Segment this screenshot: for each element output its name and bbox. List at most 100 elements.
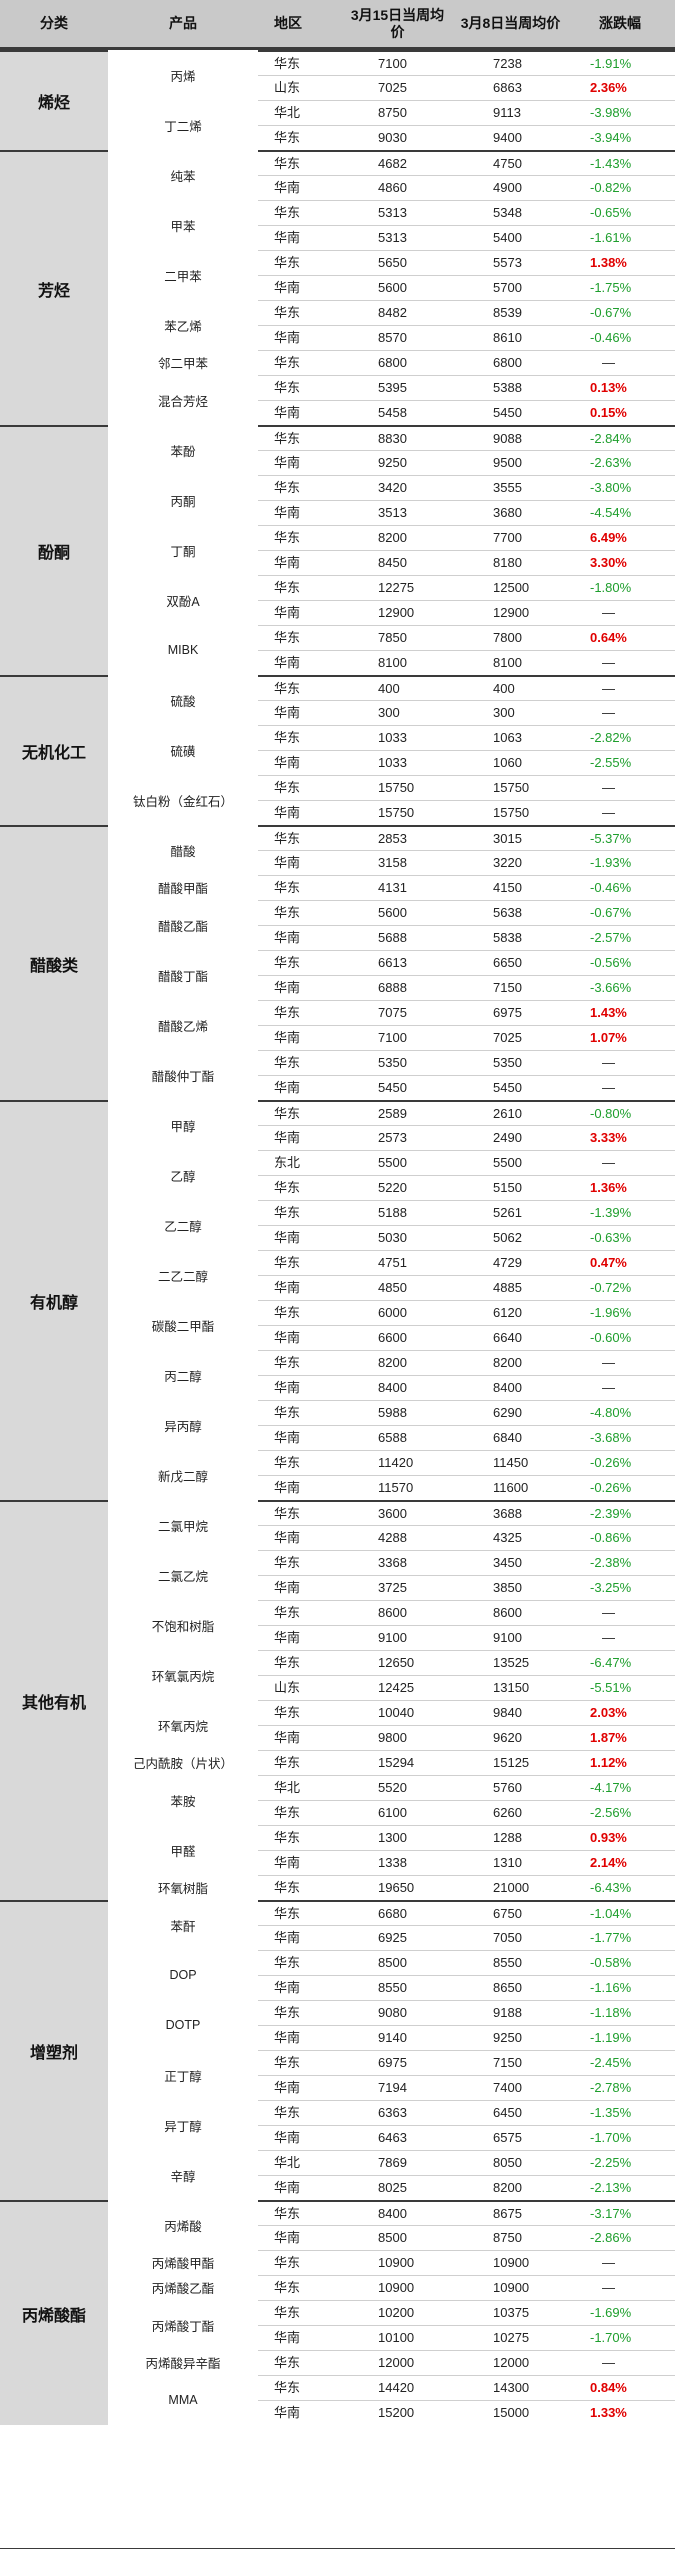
table-row: 华东 10900 10900 — <box>258 2250 675 2275</box>
product-name: 异丁醇 <box>164 2119 202 2134</box>
change-cell: -0.60% <box>590 1330 632 1345</box>
table-row: 华东 12650 13525 -6.47% <box>258 1650 675 1675</box>
product-name: 丙二醇 <box>164 1369 202 1384</box>
change-cell: — <box>602 780 615 795</box>
table-row: 华南 3158 3220 -1.93% <box>258 850 675 875</box>
product-name: DOTP <box>165 2018 201 2032</box>
product-name: MIBK <box>167 643 199 657</box>
price-last-week-cell: 6290 <box>493 1405 522 1420</box>
price-this-week-cell: 5688 <box>378 930 407 945</box>
change-cell: -2.57% <box>590 930 632 945</box>
table-row: 华南 8100 8100 — <box>258 650 675 675</box>
price-this-week-cell: 9800 <box>378 1730 407 1745</box>
change-cell: -1.80% <box>590 580 632 595</box>
price-this-week-cell: 7850 <box>378 630 407 645</box>
change-cell: — <box>602 1080 615 1095</box>
price-this-week-cell: 6600 <box>378 1330 407 1345</box>
table-row: 华东 1033 1063 -2.82% <box>258 725 675 750</box>
change-cell: -1.19% <box>590 2030 632 2045</box>
table-row: 华东 15294 15125 1.12% <box>258 1750 675 1775</box>
price-last-week-cell: 9113 <box>493 105 521 120</box>
price-last-week-cell: 5388 <box>493 380 522 395</box>
product-name: 丙烯酸丁酯 <box>151 2319 215 2334</box>
region-cell: 华东 <box>274 355 301 370</box>
table-row: 华东 7075 6975 1.43% <box>258 1000 675 1025</box>
region-cell: 华东 <box>274 1830 301 1845</box>
region-cell: 华东 <box>274 2355 301 2370</box>
table-row: 华南 4288 4325 -0.86% <box>258 1525 675 1550</box>
change-cell: -3.80% <box>590 480 632 495</box>
table-row: 华东 5600 5638 -0.67% <box>258 900 675 925</box>
table-row: 华南 7100 7025 1.07% <box>258 1025 675 1050</box>
price-last-week-cell: 9100 <box>493 1630 522 1645</box>
change-cell: -6.43% <box>590 1880 632 1895</box>
region-cell: 华东 <box>274 630 301 645</box>
change-cell: -5.51% <box>590 1680 632 1695</box>
price-this-week-cell: 8600 <box>378 1605 407 1620</box>
change-cell: -2.82% <box>590 730 632 745</box>
region-cell: 东北 <box>274 1155 301 1170</box>
product-name: 丙烯酸 <box>164 2219 202 2234</box>
price-this-week-cell: 9080 <box>378 2005 407 2020</box>
table-row: 华南 5600 5700 -1.75% <box>258 275 675 300</box>
price-last-week-cell: 3450 <box>493 1555 522 1570</box>
table-row: 华东 4131 4150 -0.46% <box>258 875 675 900</box>
region-cell: 华东 <box>274 1655 301 1670</box>
table-row: 华南 7194 7400 -2.78% <box>258 2075 675 2100</box>
price-this-week-cell: 10200 <box>378 2305 415 2320</box>
region-cell: 华南 <box>274 2030 301 2045</box>
price-last-week-cell: 8100 <box>493 655 522 670</box>
table-row: 华东 7100 7238 -1.91% <box>258 50 675 75</box>
region-cell: 华南 <box>274 755 301 770</box>
price-this-week-cell: 1033 <box>378 755 407 770</box>
price-last-week-cell: 1063 <box>493 730 522 745</box>
region-cell: 华东 <box>274 1205 301 1220</box>
price-this-week-cell: 10900 <box>378 2280 415 2295</box>
table-row: 华东 400 400 — <box>258 675 675 700</box>
product-name: 丙烯酸甲酯 <box>151 2257 215 2271</box>
table-row: 华东 5220 5150 1.36% <box>258 1175 675 1200</box>
region-cell: 华东 <box>274 2380 301 2395</box>
price-this-week-cell: 11420 <box>378 1455 414 1470</box>
price-this-week-cell: 8750 <box>378 105 407 120</box>
price-this-week-cell: 8200 <box>378 530 407 545</box>
product-name: 环氧树脂 <box>157 1882 208 1896</box>
region-cell: 华南 <box>274 455 301 470</box>
table-row: 华东 5350 5350 — <box>258 1050 675 1075</box>
table-row: 华南 8025 8200 -2.13% <box>258 2175 675 2200</box>
product-name: 醋酸甲酯 <box>157 882 208 896</box>
region-cell: 华南 <box>274 555 301 570</box>
category-cell: 有机醇 <box>0 1100 108 1500</box>
table-row: 华南 300 300 — <box>258 700 675 725</box>
region-cell: 华南 <box>274 2080 301 2095</box>
change-cell: -3.25% <box>590 1580 632 1595</box>
product-name: 乙醇 <box>170 1169 196 1184</box>
table-header: 分类 产品 地区 3月15日当周均价 3月8日当周均价 涨跌幅 <box>0 0 675 50</box>
price-this-week-cell: 5500 <box>378 1155 407 1170</box>
table-row: 华东 5650 5573 1.38% <box>258 250 675 275</box>
price-last-week-cell: 5450 <box>493 405 522 420</box>
category-cell: 丙烯酸酯 <box>0 2200 108 2425</box>
region-cell: 华东 <box>274 2280 301 2295</box>
price-last-week-cell: 5150 <box>493 1180 522 1195</box>
header-change: 涨跌幅 <box>599 15 641 31</box>
table-row: 华南 4860 4900 -0.82% <box>258 175 675 200</box>
table-row: 华南 5458 5450 0.15% <box>258 400 675 425</box>
price-last-week-cell: 8180 <box>493 555 522 570</box>
table-row: 华南 1033 1060 -2.55% <box>258 750 675 775</box>
change-cell: -3.66% <box>590 980 632 995</box>
product-name: DOP <box>169 1968 197 1982</box>
price-last-week-cell: 8050 <box>493 2155 522 2170</box>
region-cell: 华南 <box>274 405 301 420</box>
region-cell: 华东 <box>274 156 301 171</box>
product-name: 乙二醇 <box>164 1219 202 1234</box>
region-cell: 华东 <box>274 955 301 970</box>
change-cell: — <box>602 655 615 670</box>
region-cell: 华东 <box>274 905 301 920</box>
product-name: 不饱和树脂 <box>151 1619 215 1634</box>
product-name: 苯酐 <box>170 1919 196 1934</box>
region-cell: 华东 <box>274 305 301 320</box>
region-cell: 华南 <box>274 2405 301 2420</box>
product-name: 醋酸仲丁酯 <box>151 1069 215 1084</box>
region-cell: 华东 <box>274 1455 301 1470</box>
